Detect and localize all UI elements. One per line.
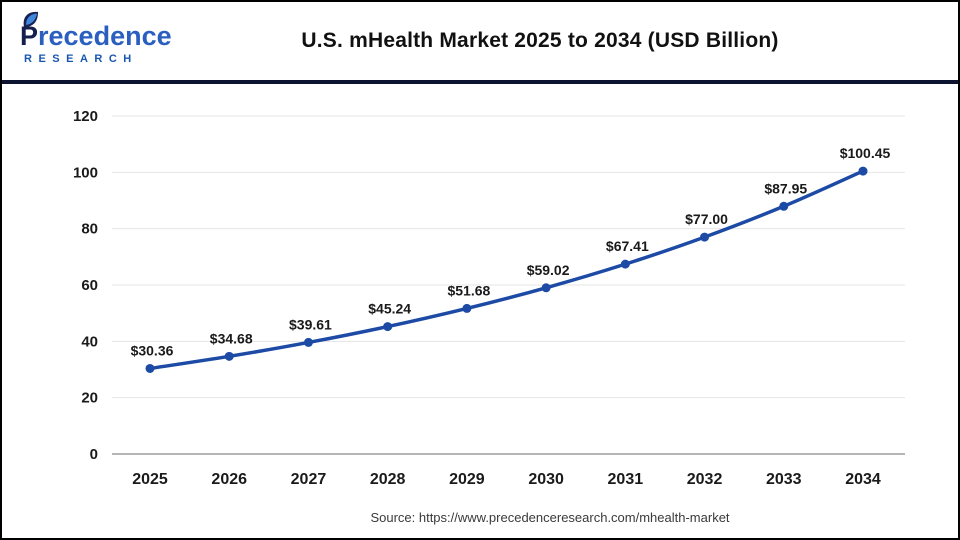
y-tick-label: 60 — [81, 277, 98, 294]
x-tick-label: 2028 — [370, 471, 406, 488]
data-point — [145, 363, 155, 373]
data-label: $87.95 — [764, 180, 807, 196]
data-point — [700, 232, 710, 242]
data-label: $67.41 — [606, 238, 649, 254]
y-tick-label: 40 — [81, 333, 98, 350]
data-point — [224, 351, 234, 361]
data-point — [779, 201, 789, 211]
data-label: $59.02 — [527, 262, 570, 278]
page-title: U.S. mHealth Market 2025 to 2034 (USD Bi… — [301, 28, 779, 52]
header-divider — [2, 79, 958, 84]
x-tick-label: 2027 — [291, 471, 327, 488]
x-tick-label: 2032 — [687, 471, 723, 488]
logo-initial: P — [20, 21, 38, 51]
data-label: $34.68 — [210, 330, 253, 346]
leaf-icon-highlight — [26, 13, 37, 26]
y-tick-label: 80 — [81, 220, 98, 237]
logo-wordmark: Precedence — [20, 21, 172, 51]
series-line — [148, 169, 865, 371]
y-tick-label: 20 — [81, 389, 98, 406]
data-point — [383, 321, 393, 331]
x-tick-label: 2031 — [608, 471, 644, 488]
y-tick-label: 120 — [73, 108, 98, 125]
data-label: $77.00 — [685, 211, 728, 227]
y-tick-label: 0 — [90, 446, 98, 463]
data-label: $39.61 — [289, 316, 332, 332]
data-point — [462, 303, 472, 313]
precedence-logo: Precedence RESEARCH — [2, 9, 202, 72]
x-tick-label: 2033 — [766, 471, 802, 488]
logo-subtitle: RESEARCH — [24, 53, 138, 65]
precedence-logo-graphic: Precedence RESEARCH — [20, 12, 172, 65]
data-point — [858, 166, 868, 176]
x-tick-label: 2034 — [845, 471, 881, 488]
header: Precedence RESEARCH U.S. mHealth Market … — [2, 2, 958, 80]
x-tick-label: 2029 — [449, 471, 485, 488]
data-point — [541, 283, 551, 293]
y-tick-label: 100 — [73, 164, 98, 181]
x-tick-label: 2025 — [132, 471, 168, 488]
data-label: $51.68 — [447, 282, 490, 298]
data-point — [620, 259, 630, 269]
source-text: Source: https://www.precedenceresearch.c… — [370, 509, 730, 525]
line-chart: 0 20 40 60 80 100 120 $30.36 $34.68 $39.61 $45.24 $… — [73, 108, 905, 488]
data-label: $45.24 — [368, 300, 411, 316]
x-tick-label: 2030 — [528, 471, 564, 488]
x-tick-label: 2026 — [211, 471, 247, 488]
data-label: $100.45 — [840, 145, 891, 161]
chart-area: 0 20 40 60 80 100 120 $30.36 $34.68 $39.61 $45.24 $… — [2, 83, 958, 509]
data-point — [303, 337, 313, 347]
data-label: $30.36 — [131, 342, 174, 358]
logo-rest: recedence — [38, 21, 172, 51]
